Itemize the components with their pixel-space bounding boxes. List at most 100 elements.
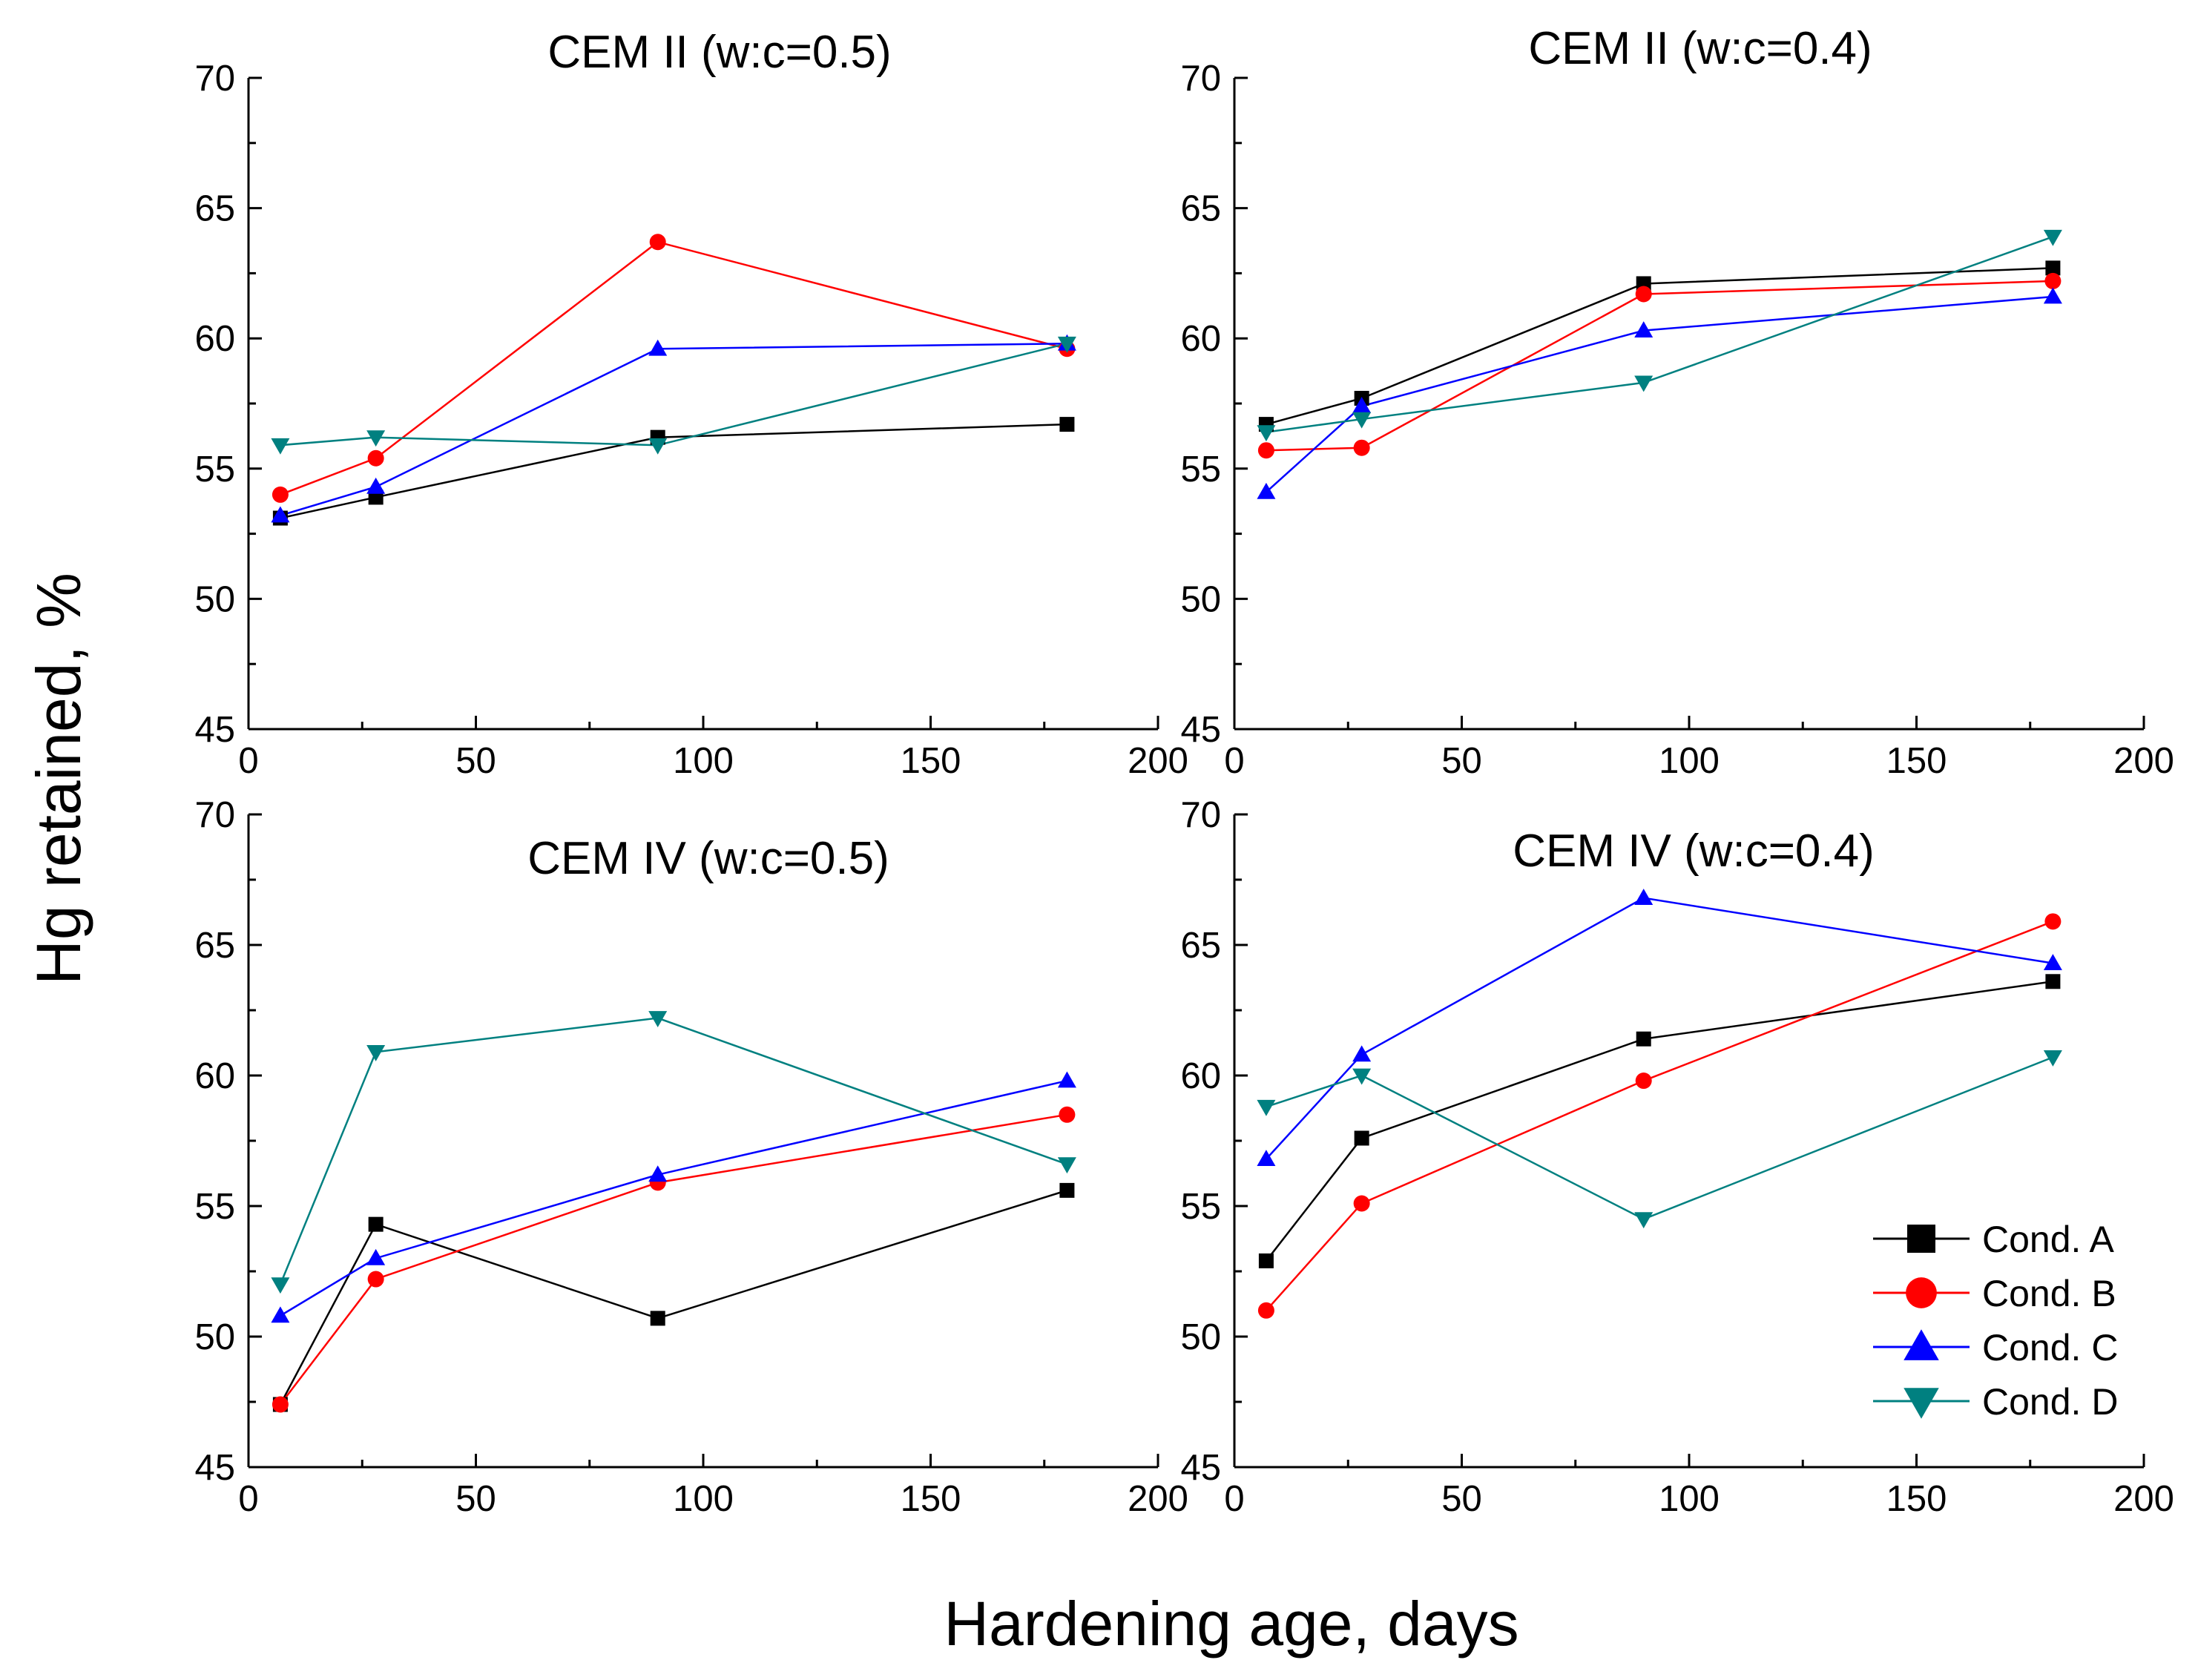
x-tick-label: 0: [1224, 741, 1244, 781]
y-tick-label: 60: [1180, 319, 1221, 359]
x-tick-label: 50: [1441, 1479, 1482, 1519]
y-tick-label: 45: [1180, 1448, 1221, 1488]
panel-cem-iv-wc-0-4: 45 50 55 60 65 70 0 50 100 150 200 CEM IV (w:c=0.4…: [1180, 795, 2174, 1519]
y-tick-label: 50: [194, 1317, 235, 1357]
data-point-cond-c: [1352, 397, 1372, 413]
series-line-cond-b: [279, 1113, 1067, 1406]
data-point-cond-a: [2045, 974, 2061, 989]
series-line-cond-a: [280, 423, 1067, 519]
plot-area: 45 50 55 60 65 70 0 50 100 150 200: [194, 795, 1188, 1519]
data-point-cond-c: [1634, 321, 1654, 338]
data-point-cond-b: [272, 1396, 289, 1413]
legend-symbol: [1906, 1277, 1937, 1308]
y-tick-label: 60: [1180, 1056, 1221, 1096]
data-point-cond-c: [2043, 287, 2062, 304]
legend-symbol: [1903, 1329, 1939, 1360]
data-point-cond-a: [2045, 260, 2061, 276]
y-axis-title: Hg retained, %: [24, 573, 93, 985]
data-point-cond-b: [367, 449, 384, 467]
data-point-cond-c: [271, 1306, 290, 1323]
y-tick-label: 45: [194, 710, 235, 750]
panel-title: CEM IV (w:c=0.5): [527, 833, 889, 884]
data-point-cond-c: [366, 1248, 386, 1265]
series-line-cond-c: [1266, 295, 2053, 493]
series-line-cond-d: [279, 1017, 1067, 1285]
x-tick-label: 200: [2113, 741, 2174, 781]
y-tick-label: 55: [1180, 449, 1221, 490]
data-point-cond-d: [2043, 229, 2062, 246]
data-point-cond-b: [1353, 439, 1370, 456]
y-tick-label: 60: [194, 1056, 235, 1096]
series-line-cond-c: [280, 1079, 1067, 1317]
series-line-cond-d: [1266, 236, 2053, 433]
data-point-cond-d: [366, 430, 386, 447]
legend-entry-cond-c: Cond. C: [1873, 1327, 2118, 1368]
data-point-cond-c: [2043, 954, 2062, 971]
legend-marker: [1873, 1277, 1970, 1308]
data-point-cond-d: [1057, 336, 1076, 353]
y-tick-label: 50: [194, 579, 235, 619]
y-tick-label: 65: [194, 926, 235, 966]
y-tick-label: 70: [1180, 59, 1221, 99]
panel-title: CEM IV (w:c=0.4): [1513, 826, 1875, 877]
data-point-cond-d: [648, 1011, 668, 1028]
y-tick-label: 65: [1180, 926, 1221, 966]
data-point-cond-b: [1635, 1073, 1652, 1090]
data-point-cond-b: [649, 234, 666, 251]
x-tick-label: 100: [673, 1479, 734, 1519]
data-point-cond-b: [2044, 272, 2062, 289]
legend-marker: [1873, 1329, 1970, 1360]
data-point-cond-d: [1352, 1068, 1372, 1085]
x-tick-label: 0: [1224, 1479, 1244, 1519]
panel-cem-ii-wc-0-4: 45 50 55 60 65 70 0 50 100 150 200 CEM II (w:c=0.4…: [1180, 23, 2174, 781]
data-point-cond-b: [1353, 1195, 1370, 1212]
data-point-cond-c: [1257, 482, 1276, 499]
data-point-cond-a: [1354, 1130, 1369, 1146]
y-tick-label: 55: [194, 449, 235, 490]
data-point-cond-d: [1057, 1157, 1076, 1174]
y-tick-label: 65: [194, 189, 235, 229]
data-point-cond-d: [1634, 375, 1654, 392]
data-point-cond-c: [648, 339, 668, 356]
plot-area: 45 50 55 60 65 70 0 50 100 150 200: [194, 59, 1188, 781]
data-point-cond-b: [1257, 442, 1274, 459]
y-tick-label: 65: [1180, 189, 1221, 229]
x-tick-label: 0: [238, 741, 258, 781]
x-tick-label: 150: [901, 1479, 961, 1519]
legend-label: Cond. B: [1982, 1273, 2116, 1314]
data-point-cond-c: [1057, 1071, 1076, 1088]
y-tick-label: 55: [194, 1187, 235, 1227]
series-line-cond-b: [1265, 920, 2053, 1311]
legend-label: Cond. A: [1982, 1219, 2115, 1260]
x-axis-title: Hardening age, days: [944, 1589, 1518, 1658]
data-point-cond-d: [1257, 425, 1276, 442]
y-tick-label: 50: [1180, 579, 1221, 619]
series-line-cond-a: [1266, 267, 2053, 426]
panel-title: CEM II (w:c=0.4): [1528, 23, 1872, 74]
x-tick-label: 50: [455, 741, 496, 781]
legend-entry-cond-a: Cond. A: [1873, 1219, 2115, 1260]
legend-entry-cond-b: Cond. B: [1873, 1273, 2116, 1314]
data-point-cond-d: [1352, 412, 1372, 429]
data-point-cond-a: [1636, 1031, 1651, 1047]
legend-symbol: [1903, 1388, 1939, 1419]
data-point-cond-b: [1059, 1106, 1076, 1123]
data-point-cond-d: [1257, 1099, 1276, 1116]
series-line-cond-c: [1265, 897, 2053, 1160]
legend-entry-cond-d: Cond. D: [1873, 1381, 2118, 1423]
series-line-cond-a: [1265, 981, 2053, 1262]
plot-area: 45 50 55 60 65 70 0 50 100 150 200: [1180, 59, 2174, 781]
data-point-cond-a: [1059, 417, 1075, 432]
legend-label: Cond. D: [1982, 1381, 2118, 1423]
x-tick-label: 150: [1886, 741, 1947, 781]
x-tick-label: 200: [1128, 741, 1188, 781]
y-tick-label: 70: [194, 59, 235, 99]
data-point-cond-d: [366, 1044, 386, 1061]
x-tick-label: 100: [1659, 741, 1720, 781]
series-line-cond-a: [279, 1189, 1067, 1406]
data-point-cond-b: [272, 486, 289, 503]
y-tick-label: 60: [194, 319, 235, 359]
legend-marker: [1873, 1225, 1970, 1253]
legend: Cond. A Cond. B Cond. C Cond. D: [1873, 1219, 2118, 1423]
